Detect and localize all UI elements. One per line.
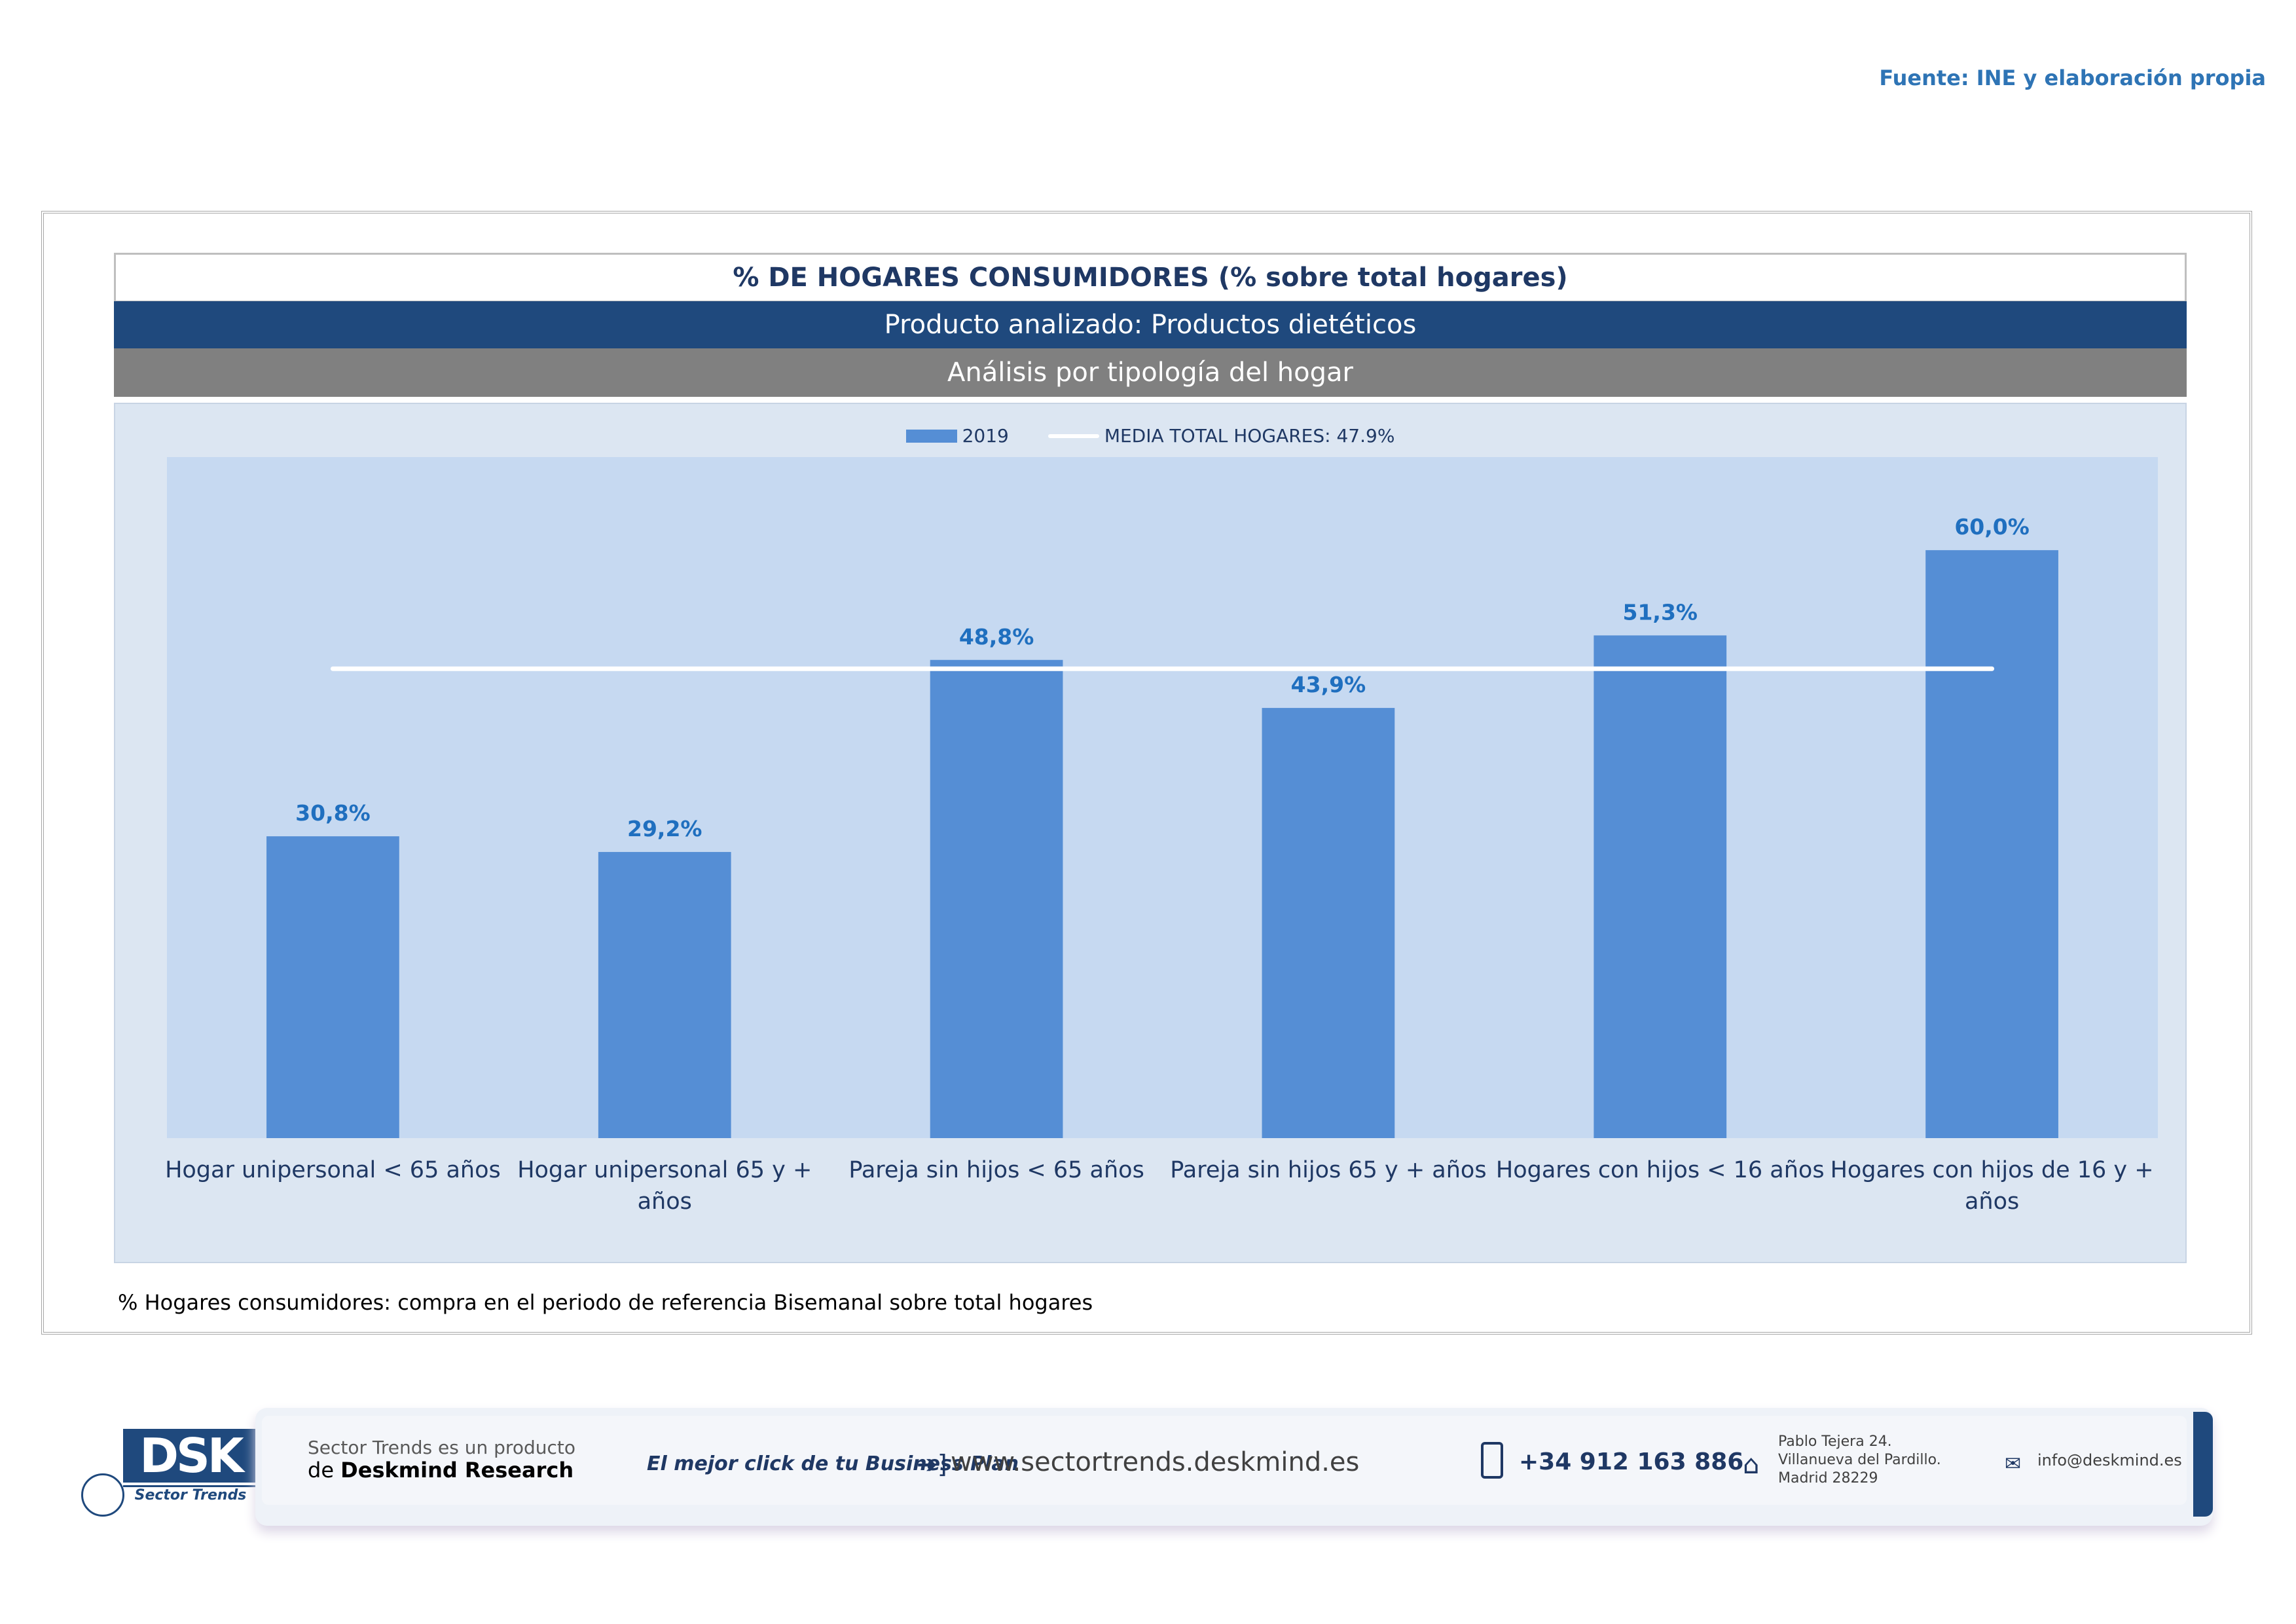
data-label-3: 48,8%	[959, 624, 1034, 650]
phone-number[interactable]: +34 912 163 886	[1519, 1449, 1744, 1475]
chart-title: % DE HOGARES CONSUMIDORES (% sobre total…	[114, 253, 2187, 303]
logo-subtitle: Sector Trends	[123, 1485, 258, 1504]
product-line-2: de Deskmind Research	[308, 1458, 574, 1483]
category-label-6: años	[1965, 1189, 2019, 1215]
analysis-banner: Análisis por tipología del hogar	[114, 348, 2187, 397]
rocket-icon	[81, 1473, 124, 1517]
plot-area	[167, 457, 2158, 1138]
legend-item-average: MEDIA TOTAL HOGARES: 47.9%	[1048, 425, 1395, 447]
data-label-4: 43,9%	[1291, 672, 1366, 697]
source-note: Fuente: INE y elaboración propia	[1879, 65, 2266, 90]
category-label-3: Pareja sin hijos < 65 años	[848, 1157, 1144, 1183]
legend-swatch-line	[1048, 434, 1099, 438]
category-label-1: Hogar unipersonal < 65 años	[165, 1157, 501, 1183]
phone-icon	[1481, 1442, 1503, 1479]
bar-1	[266, 836, 399, 1138]
data-label-5: 51,3%	[1623, 599, 1698, 625]
banner-accent	[2193, 1412, 2213, 1517]
data-label-6: 60,0%	[1954, 514, 2030, 540]
product-line-1: Sector Trends es un producto	[308, 1437, 575, 1458]
legend-label-average: MEDIA TOTAL HOGARES: 47.9%	[1104, 425, 1395, 447]
footnote: % Hogares consumidores: compra en el per…	[118, 1290, 1093, 1315]
bar-chart: 30,8% Hogar unipersonal < 65 años 29,2% Hog…	[165, 514, 2154, 1215]
category-label-4: Pareja sin hijos 65 y + años	[1170, 1157, 1486, 1183]
chart-area: 2019 MEDIA TOTAL HOGARES: 47.9% 30,8% Hog…	[114, 403, 2187, 1263]
logo-wordmark: DSK	[123, 1429, 258, 1483]
category-label-2: Hogar unipersonal 65 y +	[517, 1157, 812, 1183]
product-banner: Producto analizado: Productos dietéticos	[114, 301, 2187, 348]
address: Pablo Tejera 24. Villanueva del Pardillo…	[1778, 1433, 1941, 1486]
category-label-6: Hogares con hijos de 16 y +	[1831, 1157, 2154, 1183]
arrow-right-icon: ➔]	[917, 1450, 947, 1479]
footer: DSK Sector Trends Sector Trends es un pr…	[39, 1408, 2239, 1545]
website-link[interactable]: www.sectortrends.deskmind.es	[951, 1447, 1360, 1477]
bar-5	[1594, 635, 1727, 1138]
chart-legend: 2019 MEDIA TOTAL HOGARES: 47.9%	[115, 425, 2185, 447]
legend-label-series: 2019	[962, 425, 1009, 447]
dsk-logo: DSK Sector Trends	[81, 1429, 258, 1521]
data-label-1: 30,8%	[295, 800, 370, 826]
contact-banner: Sector Trends es un producto de Deskmind…	[255, 1408, 2213, 1526]
legend-swatch-bar	[905, 429, 957, 443]
email-link[interactable]: info@deskmind.es	[2037, 1451, 2182, 1469]
home-icon: ⌂	[1743, 1450, 1760, 1480]
bar-2	[598, 852, 731, 1138]
slogan: El mejor click de tu Business Plan	[647, 1452, 1019, 1475]
bar-3	[930, 659, 1063, 1138]
legend-item-series: 2019	[905, 425, 1009, 447]
report-frame	[41, 211, 2252, 1335]
category-label-2: años	[638, 1189, 692, 1215]
bar-4	[1262, 708, 1395, 1138]
data-label-2: 29,2%	[627, 816, 702, 841]
category-label-5: Hogares con hijos < 16 años	[1496, 1157, 1825, 1183]
mail-icon: ✉	[2005, 1452, 2022, 1475]
brand-name: Deskmind Research	[340, 1458, 574, 1483]
bar-6	[1925, 550, 2058, 1138]
